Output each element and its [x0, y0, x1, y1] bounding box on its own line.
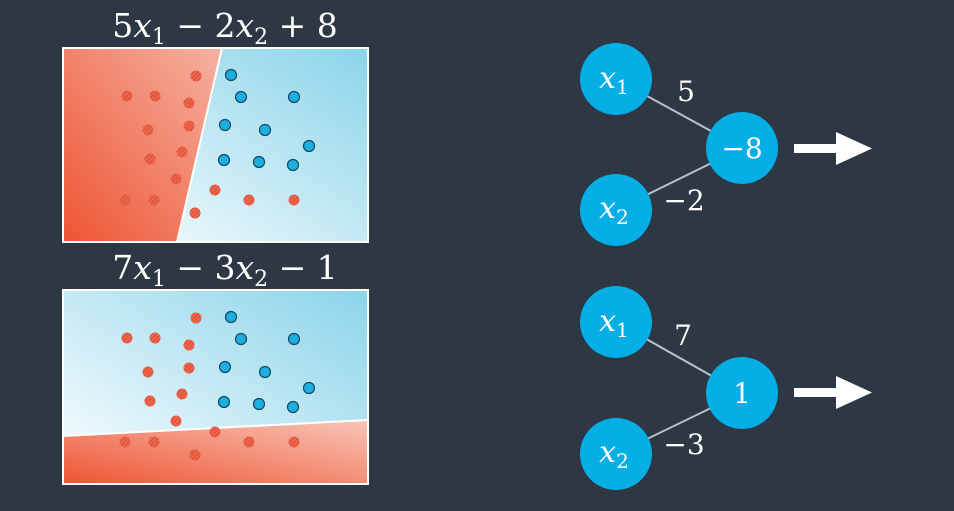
boundary-line-top [176, 47, 223, 243]
bias-label-top: −8 [721, 132, 762, 165]
red-point-top-12 [189, 207, 201, 219]
blue-point-bottom-5 [302, 381, 316, 395]
blue-point-bottom-7 [252, 397, 266, 411]
weight-label-x1-top: 5 [677, 75, 695, 108]
network-bottom: 7 −3 x1 x2 1 [580, 286, 872, 490]
weight-label-x2-top: −2 [663, 184, 704, 217]
red-point-bottom-5 [183, 362, 195, 374]
red-point-bottom-12 [189, 449, 201, 461]
right-arrow-icon [794, 376, 872, 409]
output-node-bottom [706, 357, 778, 429]
red-point-bottom-9 [119, 436, 131, 448]
red-point-bottom-11 [209, 426, 221, 438]
network-top: 5 −2 x1 x2 −8 [580, 43, 872, 246]
panel-bottom: 7x1 − 3x2 − 1 [62, 248, 369, 485]
blue-point-bottom-6 [217, 395, 231, 409]
blue-point-top-0 [224, 68, 238, 82]
blue-point-bottom-1 [234, 332, 248, 346]
panel-top: 5x1 − 2x2 + 8 [62, 6, 369, 243]
red-point-bottom-8 [170, 415, 182, 427]
blue-point-top-7 [252, 155, 266, 169]
blue-point-top-8 [286, 158, 300, 172]
input-node-x1-top [580, 43, 652, 115]
red-point-bottom-4 [142, 366, 154, 378]
blue-point-top-3 [218, 118, 232, 132]
red-point-bottom-0 [121, 332, 133, 344]
red-point-top-5 [183, 120, 195, 132]
blue-point-bottom-0 [224, 310, 238, 324]
blue-point-top-6 [217, 153, 231, 167]
red-point-bottom-1 [149, 332, 161, 344]
blue-point-top-2 [287, 90, 301, 104]
red-point-bottom-7 [144, 395, 156, 407]
input-label-x1-bottom: x1 [599, 304, 629, 342]
points-bottom [119, 310, 316, 461]
red-point-bottom-10 [148, 436, 160, 448]
output-node-top [706, 112, 778, 184]
equation-bottom: 7x1 − 3x2 − 1 [112, 248, 338, 292]
blue-point-bottom-2 [287, 332, 301, 346]
red-point-bottom-6 [176, 388, 188, 400]
panel-frame-top [62, 47, 369, 243]
red-point-top-13 [243, 194, 255, 206]
blue-point-top-4 [258, 123, 272, 137]
blue-point-bottom-8 [286, 400, 300, 414]
red-point-bottom-14 [288, 436, 300, 448]
red-point-top-10 [148, 194, 160, 206]
weight-label-x2-bottom: −3 [663, 428, 704, 461]
points-top [119, 68, 316, 219]
blue-point-bottom-3 [218, 360, 232, 374]
blue-point-top-1 [234, 90, 248, 104]
blue-point-top-5 [302, 139, 316, 153]
red-point-top-4 [142, 124, 154, 136]
right-arrow-icon [794, 132, 872, 165]
panel-frame-bottom [62, 289, 369, 485]
weight-label-x1-bottom: 7 [674, 319, 692, 352]
input-node-x2-bottom [580, 418, 652, 490]
input-node-x1-bottom [580, 286, 652, 358]
input-label-x2-bottom: x2 [599, 435, 629, 473]
input-label-x1-top: x1 [599, 61, 629, 99]
equation-top: 5x1 − 2x2 + 8 [112, 6, 338, 50]
red-point-top-8 [170, 173, 182, 185]
red-point-top-11 [209, 184, 221, 196]
red-point-bottom-3 [183, 339, 195, 351]
region-red-bottom [63, 420, 368, 484]
red-point-top-7 [144, 153, 156, 165]
region-red-top [63, 48, 222, 242]
red-point-top-0 [121, 90, 133, 102]
red-point-top-1 [149, 90, 161, 102]
input-label-x2-top: x2 [599, 191, 629, 229]
red-point-top-6 [176, 146, 188, 158]
red-point-bottom-2 [190, 312, 202, 324]
bias-label-bottom: 1 [733, 377, 751, 410]
input-node-x2-top [580, 174, 652, 246]
red-point-top-14 [288, 194, 300, 206]
blue-point-bottom-4 [258, 365, 272, 379]
red-point-top-2 [190, 70, 202, 82]
red-point-top-9 [119, 194, 131, 206]
red-point-top-3 [183, 97, 195, 109]
red-point-bottom-13 [243, 436, 255, 448]
